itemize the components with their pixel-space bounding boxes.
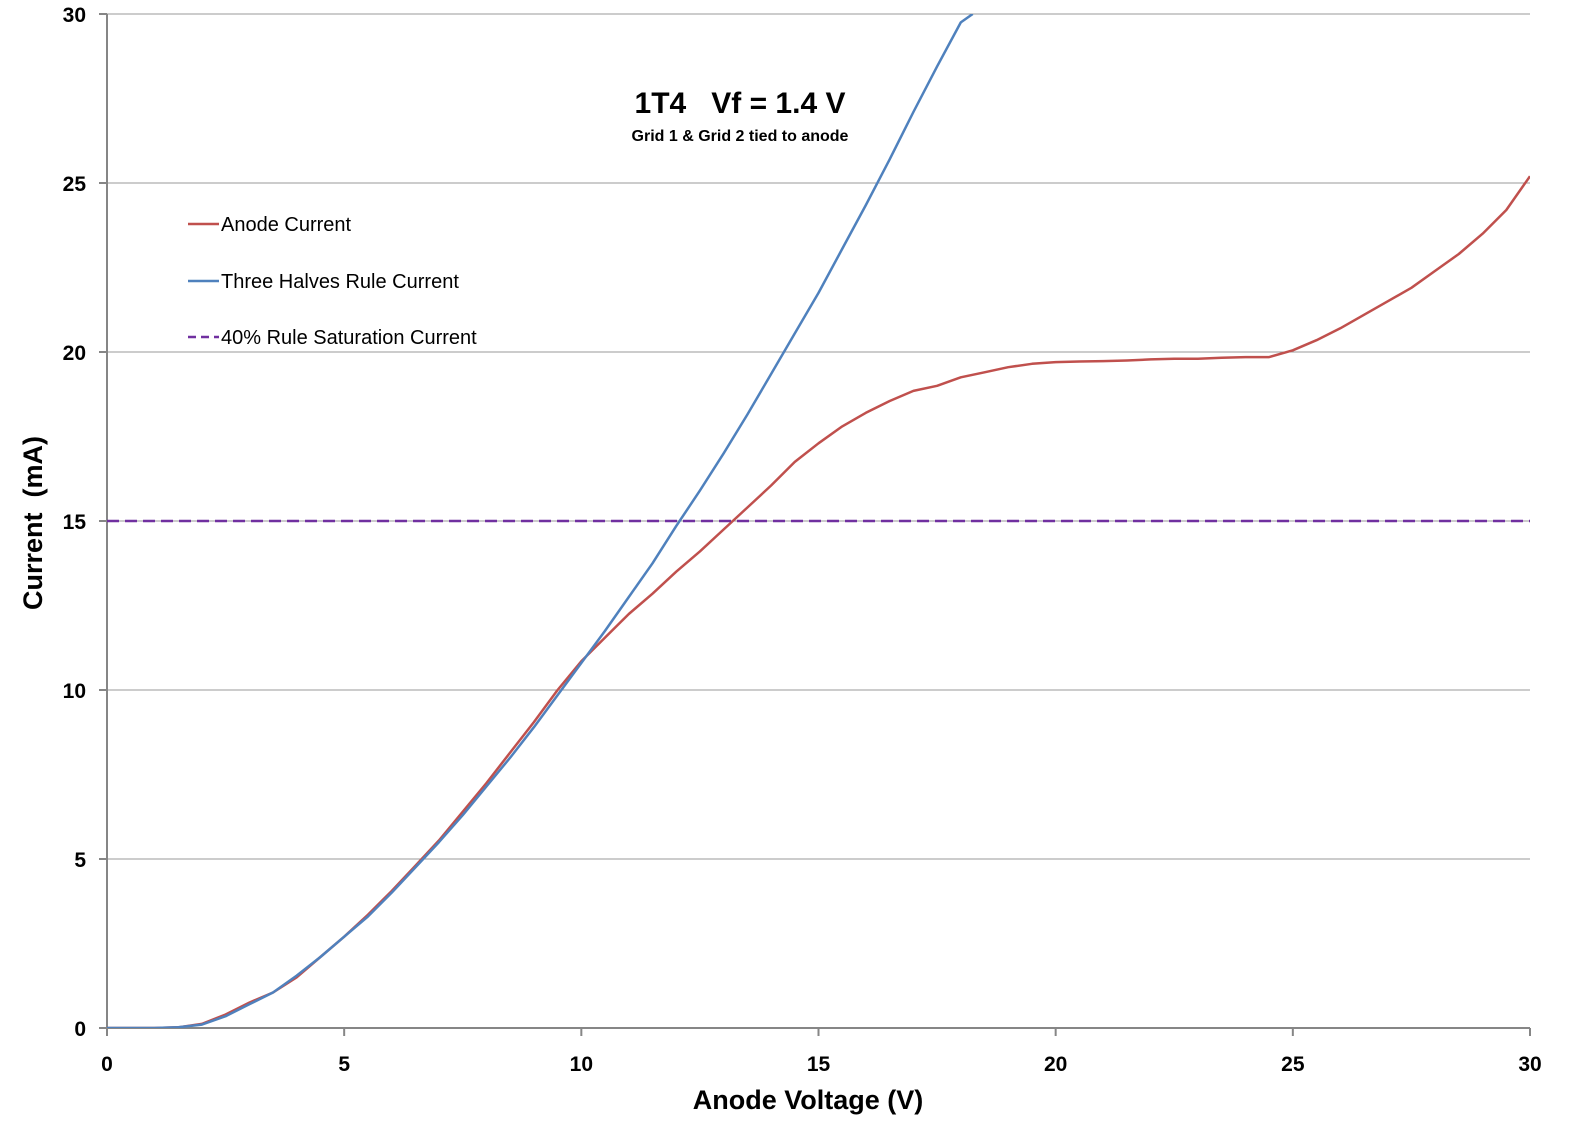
x-axis-title: Anode Voltage (V) bbox=[693, 1085, 924, 1115]
chart-subtitle: Grid 1 & Grid 2 tied to anode bbox=[632, 128, 849, 145]
y-axis-title: Current (mA) bbox=[18, 436, 48, 610]
x-tick-label-0: 0 bbox=[101, 1053, 113, 1076]
legend-label-anode-current: Anode Current bbox=[221, 214, 352, 236]
legend-label-saturation: 40% Rule Saturation Current bbox=[221, 327, 477, 349]
y-tick-label-15: 15 bbox=[63, 511, 87, 534]
series-group bbox=[107, 14, 1530, 1028]
series-line-anode-current bbox=[107, 175, 1530, 1028]
y-tick-label-5: 5 bbox=[74, 849, 86, 872]
tick-labels: 0 5 10 15 20 25 30 0 5 10 15 20 25 30 bbox=[63, 4, 1542, 1076]
chart-title: 1T4 Vf = 1.4 V bbox=[635, 87, 846, 120]
x-tick-label-20: 20 bbox=[1044, 1053, 1067, 1076]
x-tick-label-30: 30 bbox=[1518, 1053, 1541, 1076]
legend-label-three-halves: Three Halves Rule Current bbox=[221, 271, 459, 293]
x-tick-label-10: 10 bbox=[570, 1053, 593, 1076]
x-tick-label-5: 5 bbox=[338, 1053, 350, 1076]
x-tick-label-15: 15 bbox=[807, 1053, 831, 1076]
axes bbox=[99, 13, 1531, 1036]
y-tick-label-25: 25 bbox=[63, 173, 87, 196]
y-tick-label-0: 0 bbox=[74, 1018, 86, 1041]
legend: Anode Current Three Halves Rule Current … bbox=[188, 214, 477, 349]
x-tick-label-25: 25 bbox=[1281, 1053, 1305, 1076]
y-tick-label-30: 30 bbox=[63, 4, 86, 27]
series-line-three-halves-rule-current bbox=[107, 14, 974, 1028]
y-tick-label-10: 10 bbox=[63, 680, 86, 703]
y-tick-label-20: 20 bbox=[63, 342, 86, 365]
